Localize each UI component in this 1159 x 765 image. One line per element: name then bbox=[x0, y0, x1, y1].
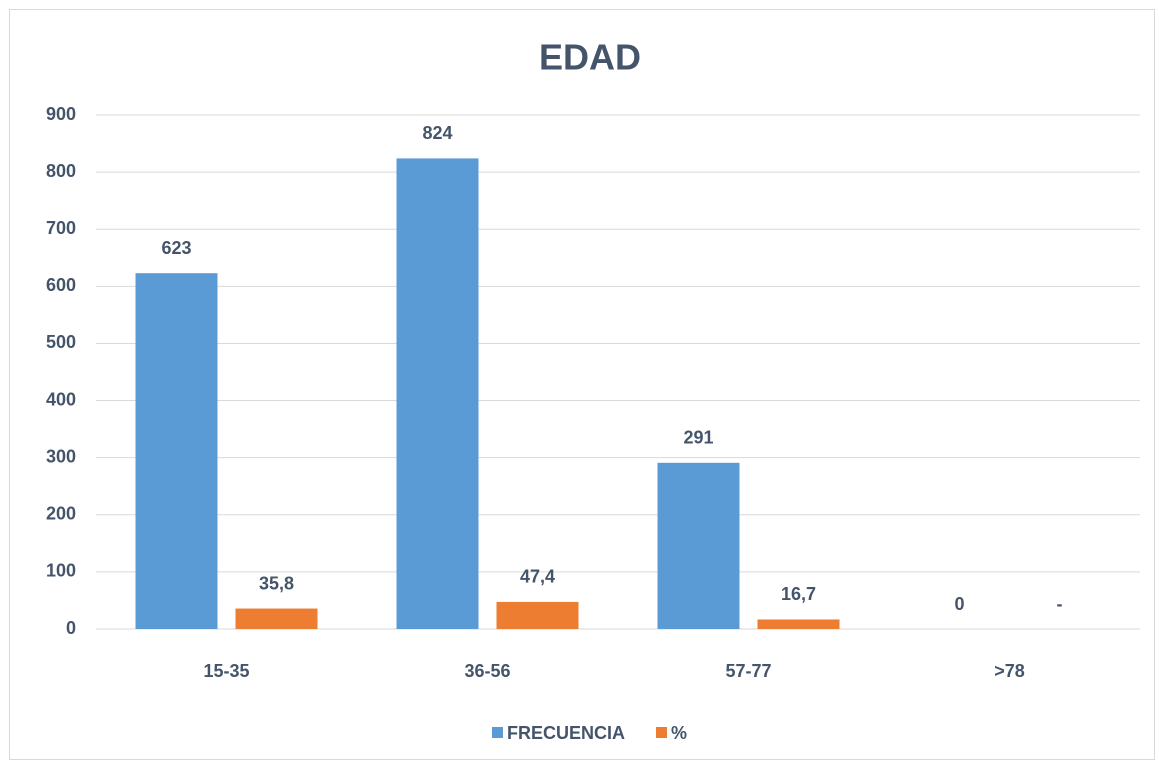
legend-swatch bbox=[491, 727, 503, 738]
y-tick-label: 0 bbox=[66, 618, 76, 638]
x-tick-label: 36-56 bbox=[464, 661, 510, 681]
data-label: 623 bbox=[161, 238, 191, 258]
chart-title: EDAD bbox=[539, 37, 641, 78]
data-label: 0 bbox=[954, 594, 964, 614]
x-tick-label: 57-77 bbox=[725, 661, 771, 681]
data-label: 47,4 bbox=[520, 567, 555, 587]
y-tick-label: 800 bbox=[46, 161, 76, 181]
bar bbox=[757, 619, 840, 629]
data-label: 16,7 bbox=[781, 584, 816, 604]
y-tick-label: 200 bbox=[46, 504, 76, 524]
y-tick-label: 100 bbox=[46, 561, 76, 581]
bar bbox=[135, 273, 218, 629]
bar bbox=[396, 158, 479, 629]
y-tick-label: 600 bbox=[46, 275, 76, 295]
y-tick-label: 700 bbox=[46, 218, 76, 238]
x-tick-label: 15-35 bbox=[203, 661, 249, 681]
bar bbox=[496, 601, 579, 629]
data-label: - bbox=[1057, 594, 1063, 614]
legend-label: % bbox=[671, 723, 687, 743]
x-tick-label: >78 bbox=[994, 661, 1025, 681]
y-tick-label: 900 bbox=[46, 104, 76, 124]
data-label: 824 bbox=[422, 123, 452, 143]
y-tick-label: 500 bbox=[46, 332, 76, 352]
legend-label: FRECUENCIA bbox=[507, 723, 625, 743]
data-label: 35,8 bbox=[259, 573, 294, 593]
y-tick-label: 400 bbox=[46, 389, 76, 409]
legend-swatch bbox=[656, 727, 667, 738]
data-label: 291 bbox=[683, 428, 713, 448]
bar bbox=[657, 462, 740, 629]
y-tick-label: 300 bbox=[46, 446, 76, 466]
bar bbox=[235, 608, 318, 629]
